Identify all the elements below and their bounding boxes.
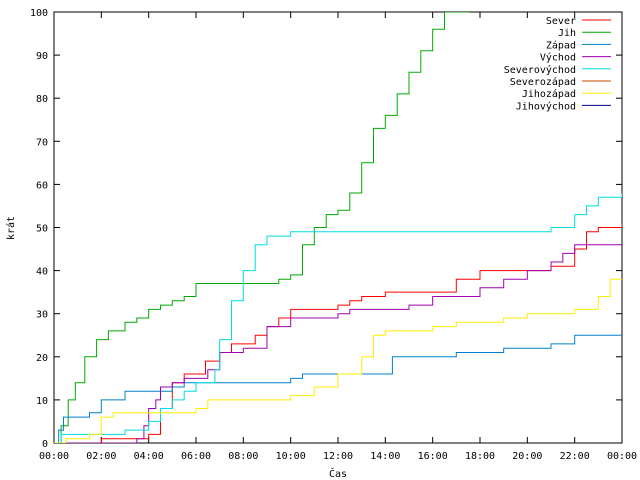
y-axis-label: krát — [5, 216, 17, 240]
legend: SeverJihZápadVýchodSeverovýchodSeverozáp… — [504, 16, 611, 112]
x-tick-label: 02:00 — [86, 451, 116, 462]
x-tick-label: 04:00 — [134, 451, 164, 462]
x-tick-label: 20:00 — [512, 451, 542, 462]
series-line — [54, 334, 622, 443]
x-tick-label: 10:00 — [276, 451, 306, 462]
legend-label: Východ — [540, 52, 576, 64]
legend-label: Jihozápad — [522, 88, 576, 100]
x-tick-label: 18:00 — [465, 451, 495, 462]
y-tick-label: 0 — [42, 439, 48, 450]
x-tick-label: 08:00 — [228, 451, 258, 462]
x-tick-label: 16:00 — [418, 451, 448, 462]
series-line — [54, 244, 622, 443]
series-line — [54, 223, 622, 443]
x-axis-label: Čas — [329, 467, 347, 480]
y-axis-ticks: 0 10 20 30 40 50 60 70 80 90 100 — [30, 8, 622, 450]
series-layer — [54, 12, 622, 443]
x-tick-label: 00:00 — [39, 451, 69, 462]
x-tick-label: 22:00 — [560, 451, 590, 462]
y-tick-label: 30 — [36, 310, 48, 321]
y-tick-label: 100 — [30, 8, 48, 19]
legend-label: Jihovýchod — [516, 100, 576, 112]
series-line — [54, 193, 622, 443]
y-tick-label: 40 — [36, 267, 48, 278]
x-axis-ticks: 00:00 02:00 04:00 06:00 08:00 10:00 12:00 14:00… — [39, 12, 637, 462]
x-tick-label: 06:00 — [181, 451, 211, 462]
legend-label: Sever — [546, 16, 576, 27]
legend-label: Západ — [546, 39, 576, 51]
y-tick-label: 60 — [36, 180, 48, 191]
y-tick-label: 10 — [36, 396, 48, 407]
y-tick-label: 70 — [36, 137, 48, 148]
legend-label: Severovýchod — [504, 64, 576, 76]
y-tick-label: 80 — [36, 94, 48, 105]
y-tick-label: 90 — [36, 51, 48, 62]
legend-label: Severozápad — [510, 76, 576, 88]
series-line — [54, 12, 469, 443]
x-tick-label: 14:00 — [370, 451, 400, 462]
series-line — [54, 278, 622, 443]
x-tick-label: 00:00 — [607, 451, 637, 462]
y-tick-label: 50 — [36, 224, 48, 235]
x-tick-label: 12:00 — [323, 451, 353, 462]
y-tick-label: 20 — [36, 353, 48, 364]
legend-label: Jih — [558, 28, 576, 39]
